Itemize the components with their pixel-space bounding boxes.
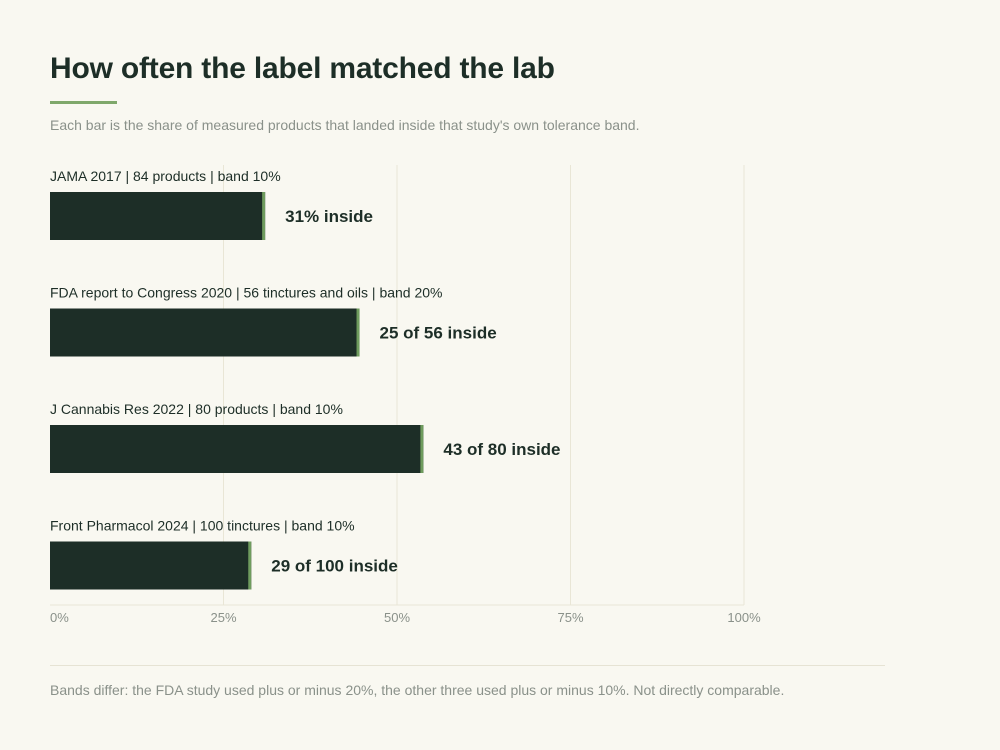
- footnote: Bands differ: the FDA study used plus or…: [50, 682, 785, 698]
- x-tick-label: 25%: [210, 610, 236, 625]
- bar-data-label: 29 of 100 inside: [271, 557, 398, 576]
- bar: [50, 308, 360, 357]
- footer-divider: [50, 665, 885, 666]
- chart-title: How often the label matched the lab: [50, 52, 555, 85]
- title-accent-rule: [50, 101, 117, 104]
- x-tick-label: 75%: [557, 610, 583, 625]
- bar-end-marker: [420, 425, 424, 473]
- bar-data-label: 31% inside: [285, 207, 373, 226]
- bar-end-marker: [356, 308, 360, 357]
- bar: [50, 425, 424, 473]
- x-tick-label: 50%: [384, 610, 410, 625]
- bar-category-label: JAMA 2017 | 84 products | band 10%: [50, 168, 281, 184]
- chart-subtitle: Each bar is the share of measured produc…: [50, 117, 640, 133]
- bar: [50, 541, 252, 590]
- bar-category-label: J Cannabis Res 2022 | 80 products | band…: [50, 401, 343, 417]
- x-tick-label: 0%: [50, 610, 69, 625]
- bar-category-label: FDA report to Congress 2020 | 56 tinctur…: [50, 285, 443, 301]
- x-tick-label: 100%: [727, 610, 761, 625]
- bar-data-label: 43 of 80 inside: [443, 440, 560, 459]
- bar: [50, 192, 266, 240]
- bar-end-marker: [262, 192, 266, 240]
- bar-category-label: Front Pharmacol 2024 | 100 tinctures | b…: [50, 518, 355, 534]
- bar-end-marker: [248, 541, 252, 590]
- bar-chart: 0% 25% 50% 75% 100% JAMA 2017 | 84 products |…: [50, 165, 761, 625]
- bar-data-label: 25 of 56 inside: [380, 324, 497, 343]
